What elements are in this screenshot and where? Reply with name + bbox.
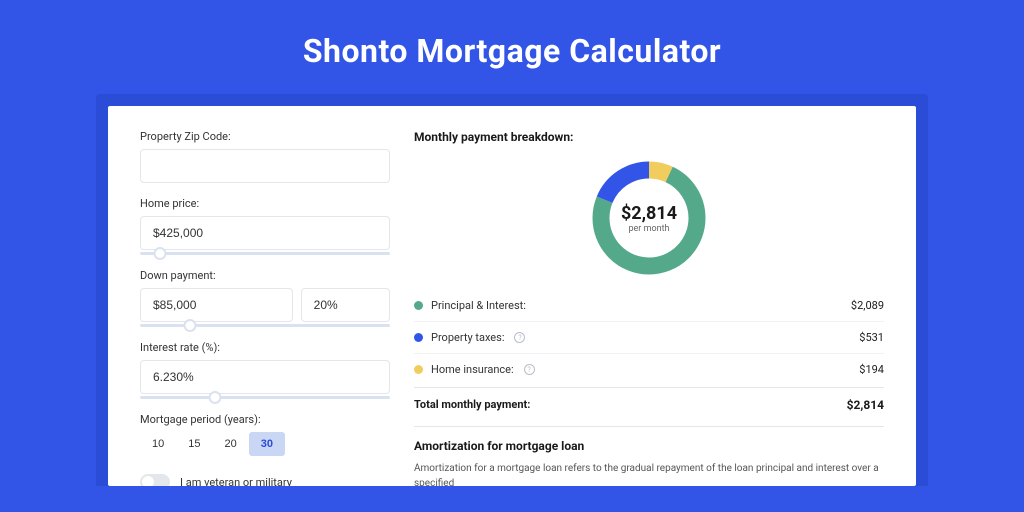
mortgage-period-group: 10152030 (140, 432, 390, 456)
period-option-15[interactable]: 15 (176, 432, 212, 456)
legend-value: $2,089 (851, 299, 884, 312)
legend-value: $194 (859, 363, 884, 376)
home-price-input[interactable] (140, 216, 390, 250)
down-payment-field: Down payment: (140, 269, 390, 327)
donut-amount: $2,814 (621, 203, 677, 224)
donut-center: $2,814 per month (589, 158, 709, 278)
veteran-toggle-row: I am veteran or military (140, 474, 390, 486)
home-price-field: Home price: (140, 197, 390, 255)
interest-rate-input[interactable] (140, 360, 390, 394)
veteran-toggle-label: I am veteran or military (180, 476, 292, 487)
legend-row: Principal & Interest: $2,089 (414, 290, 884, 322)
info-icon[interactable]: ? (524, 364, 535, 375)
total-row: Total monthly payment: $2,814 (414, 387, 884, 426)
veteran-toggle[interactable] (140, 474, 170, 486)
legend-row: Home insurance:? $194 (414, 354, 884, 385)
page-title: Shonto Mortgage Calculator (0, 0, 1024, 94)
down-payment-slider-thumb[interactable] (184, 319, 197, 332)
home-price-slider-thumb[interactable] (154, 247, 167, 260)
calculator-card: Property Zip Code: Home price: Down paym… (108, 106, 916, 486)
interest-rate-slider[interactable] (140, 396, 390, 399)
legend-row: Property taxes:? $531 (414, 322, 884, 354)
home-price-label: Home price: (140, 197, 390, 210)
zip-field: Property Zip Code: (140, 130, 390, 183)
amortization-section: Amortization for mortgage loan Amortizat… (414, 426, 884, 486)
period-option-30[interactable]: 30 (249, 432, 285, 456)
veteran-toggle-knob (142, 476, 154, 486)
down-payment-label: Down payment: (140, 269, 390, 282)
amortization-text: Amortization for a mortgage loan refers … (414, 461, 884, 486)
period-option-10[interactable]: 10 (140, 432, 176, 456)
down-payment-amount-input[interactable] (140, 288, 293, 322)
legend-label: Home insurance: (431, 363, 514, 376)
outer-wrapper: Property Zip Code: Home price: Down paym… (96, 94, 928, 486)
breakdown-column: Monthly payment breakdown: $2,814 per mo… (414, 130, 884, 486)
total-label: Total monthly payment: (414, 398, 530, 412)
mortgage-period-field: Mortgage period (years): 10152030 (140, 413, 390, 456)
payment-donut-chart: $2,814 per month (589, 158, 709, 278)
zip-input[interactable] (140, 149, 390, 183)
mortgage-period-label: Mortgage period (years): (140, 413, 390, 426)
interest-rate-slider-thumb[interactable] (209, 391, 222, 404)
legend-list: Principal & Interest: $2,089 Property taxe… (414, 290, 884, 385)
legend-label: Property taxes: (431, 331, 504, 344)
legend-dot (414, 333, 423, 342)
total-value: $2,814 (847, 398, 884, 412)
breakdown-title: Monthly payment breakdown: (414, 130, 884, 144)
period-option-20[interactable]: 20 (213, 432, 249, 456)
info-icon[interactable]: ? (514, 332, 525, 343)
home-price-slider[interactable] (140, 252, 390, 255)
form-column: Property Zip Code: Home price: Down paym… (140, 130, 390, 486)
interest-rate-field: Interest rate (%): (140, 341, 390, 399)
down-payment-slider[interactable] (140, 324, 390, 327)
legend-label: Principal & Interest: (431, 299, 526, 312)
legend-dot (414, 301, 423, 310)
donut-wrap: $2,814 per month (414, 154, 884, 290)
down-payment-percent-input[interactable] (301, 288, 390, 322)
legend-value: $531 (859, 331, 884, 344)
donut-sub: per month (628, 224, 669, 234)
amortization-title: Amortization for mortgage loan (414, 439, 884, 453)
interest-rate-label: Interest rate (%): (140, 341, 390, 354)
zip-label: Property Zip Code: (140, 130, 390, 143)
legend-dot (414, 365, 423, 374)
